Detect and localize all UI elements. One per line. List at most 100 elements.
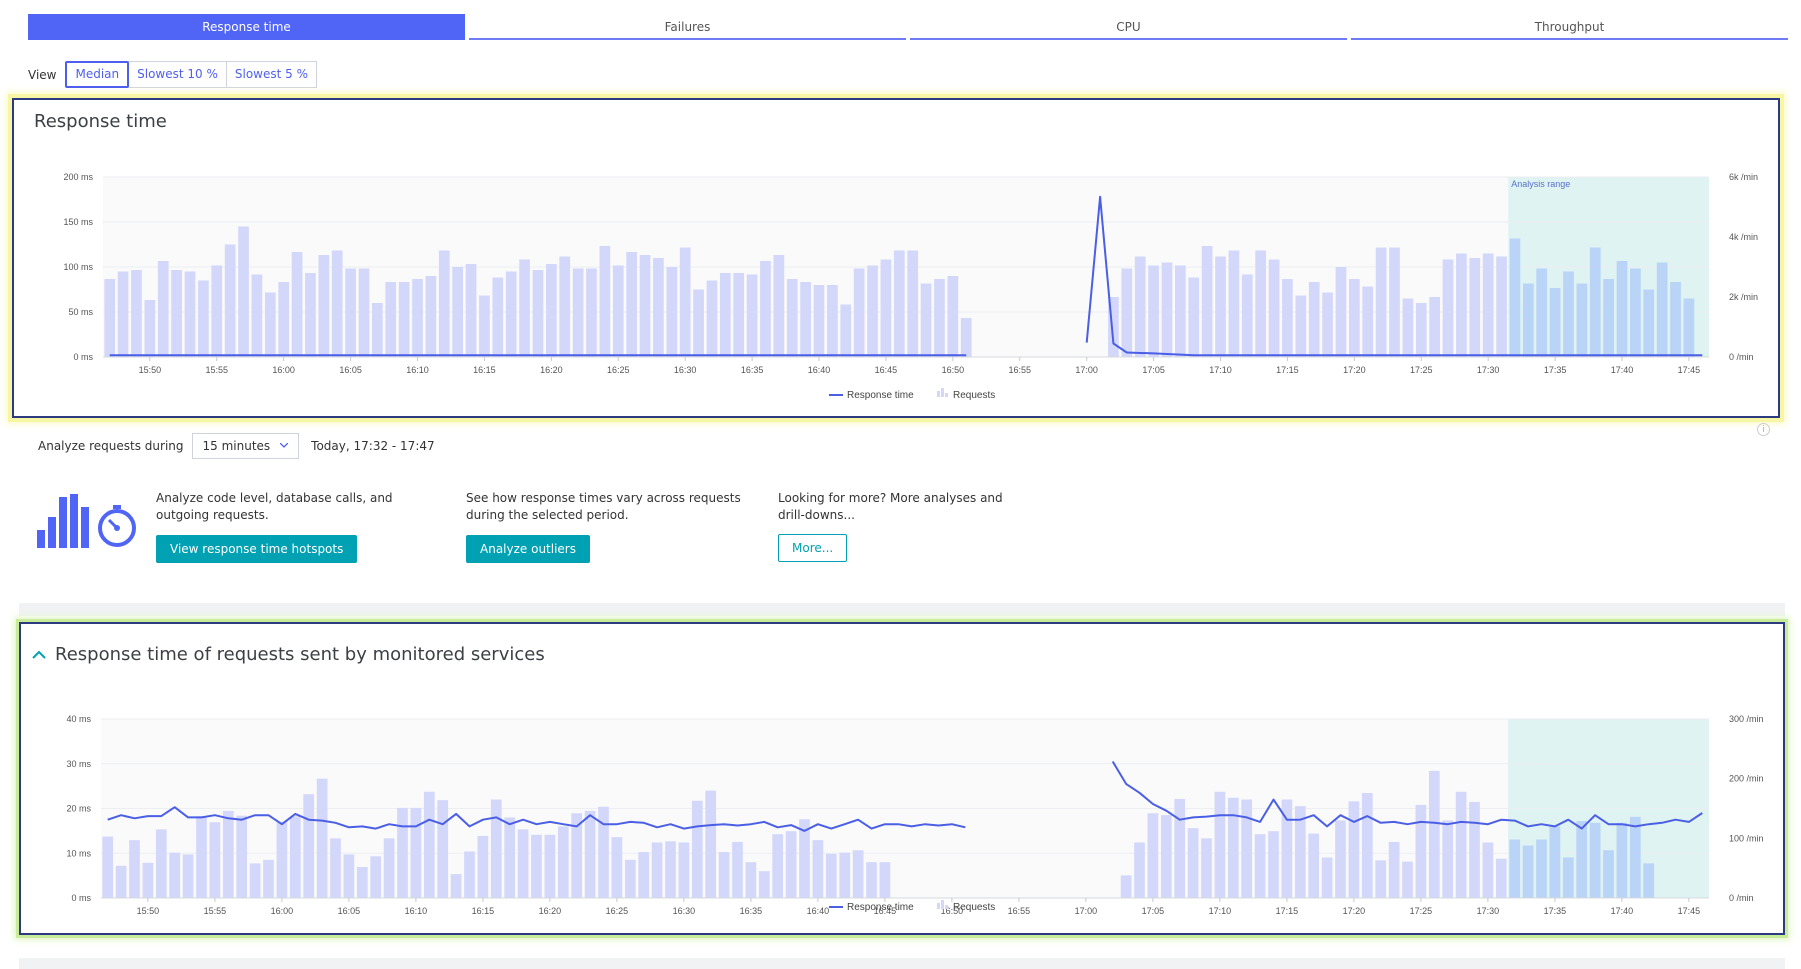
x-tick-label: 16:10 <box>405 906 428 916</box>
requests-bar <box>517 829 529 898</box>
requests-bar <box>182 854 194 898</box>
view-slowest-5-button[interactable]: Slowest 5 % <box>225 61 318 88</box>
x-tick-label: 17:00 <box>1075 906 1098 916</box>
analyze-duration-select[interactable]: 15 minutes <box>191 432 300 459</box>
x-tick-label: 16:30 <box>674 365 697 375</box>
legend-response-time[interactable]: Response time <box>847 390 914 401</box>
requests-bar <box>1670 282 1681 357</box>
requests-bar <box>330 838 341 898</box>
requests-bar <box>544 834 556 898</box>
requests-bar <box>504 817 516 898</box>
y-right-tick-label: 6k /min <box>1729 172 1758 182</box>
requests-bar <box>144 300 156 357</box>
chevron-up-icon[interactable] <box>32 650 46 659</box>
x-tick-label: 15:55 <box>205 365 228 375</box>
requests-bar <box>263 859 274 898</box>
requests-bar <box>719 273 731 357</box>
view-hotspots-button[interactable]: View response time hotspots <box>156 535 358 563</box>
requests-bar <box>1348 801 1360 898</box>
requests-bar <box>853 268 865 357</box>
requests-bar <box>786 279 798 357</box>
legend-response-time[interactable]: Response time <box>847 902 914 913</box>
requests-bar <box>557 826 569 898</box>
requests-bar <box>198 280 209 357</box>
requests-bar <box>1268 259 1280 357</box>
chevron-down-icon <box>280 443 289 448</box>
requests-bar <box>1227 797 1239 898</box>
requests-bar <box>666 267 678 357</box>
requests-bar <box>1335 267 1347 357</box>
requests-bar <box>479 295 490 357</box>
requests-bar <box>492 277 504 357</box>
requests-bar <box>370 856 382 898</box>
x-tick-label: 16:20 <box>540 365 563 375</box>
response-time-chart[interactable]: Analysis range 200 ms 150 ms 100 ms 50 ms 0 m… <box>14 100 1778 416</box>
requests-bar <box>1456 253 1467 357</box>
requests-bar <box>586 268 597 357</box>
y-left-tick-label: 150 ms <box>63 217 93 227</box>
info-icon[interactable]: i <box>1757 423 1770 436</box>
requests-bar <box>1442 820 1454 898</box>
requests-bar <box>291 252 303 357</box>
requests-bar <box>1442 259 1454 357</box>
requests-bar <box>1282 279 1293 357</box>
x-tick-label: 16:05 <box>338 906 361 916</box>
requests-bar <box>679 247 691 357</box>
requests-bar <box>117 271 129 357</box>
x-tick-label: 16:45 <box>874 906 897 916</box>
x-tick-label: 17:10 <box>1209 365 1232 375</box>
tab-response-time[interactable]: Response time <box>28 14 465 40</box>
analyze-outliers-button[interactable]: Analyze outliers <box>466 535 590 563</box>
analyze-row: Analyze requests during 15 minutes Today… <box>38 432 435 459</box>
requests-bar <box>799 819 810 898</box>
tab-throughput[interactable]: Throughput <box>1351 14 1788 40</box>
x-tick-label: 17:25 <box>1410 365 1433 375</box>
requests-bar <box>947 276 959 357</box>
legend-requests[interactable]: Requests <box>953 902 995 913</box>
requests-bar <box>1389 247 1400 357</box>
view-selector: View Median Slowest 10 % Slowest 5 % <box>28 61 318 88</box>
requests-bar <box>1563 271 1574 357</box>
tab-cpu[interactable]: CPU <box>910 14 1347 40</box>
requests-bar <box>1469 801 1480 898</box>
requests-bar <box>331 250 343 357</box>
requests-bar <box>1134 842 1145 898</box>
y-right-tick-label: 0 /min <box>1729 352 1754 362</box>
requests-bar <box>772 834 784 898</box>
analyze-duration-value: 15 minutes <box>202 438 271 453</box>
requests-bar <box>1643 863 1655 898</box>
requests-bar <box>425 276 437 357</box>
requests-bar <box>464 851 475 898</box>
requests-bar <box>571 813 583 898</box>
requests-bar <box>211 265 223 357</box>
requests-bar <box>115 865 127 898</box>
requests-bar <box>142 862 154 898</box>
tab-failures[interactable]: Failures <box>469 14 906 40</box>
requests-bar <box>840 304 852 357</box>
more-button[interactable]: More... <box>778 534 848 562</box>
requests-bar <box>867 265 878 357</box>
x-tick-label: 17:40 <box>1611 906 1634 916</box>
requests-bar <box>745 862 757 898</box>
requests-bar <box>559 256 571 357</box>
requests-bar <box>653 258 664 357</box>
y-left-tick-label: 40 ms <box>66 714 91 724</box>
x-tick-label: 17:10 <box>1209 906 1232 916</box>
requests-bar <box>800 282 811 357</box>
requests-bar <box>276 821 288 898</box>
x-tick-label: 16:10 <box>406 365 429 375</box>
view-slowest-10-button[interactable]: Slowest 10 % <box>128 61 227 88</box>
x-tick-label: 16:20 <box>539 906 562 916</box>
requests-bar <box>572 268 584 357</box>
requests-bar <box>196 816 207 898</box>
view-median-button[interactable]: Median <box>65 61 130 88</box>
requests-bar <box>1495 858 1507 898</box>
legend-bar-swatch <box>945 905 948 909</box>
requests-bar <box>626 252 637 357</box>
requests-bar <box>224 244 236 357</box>
outgoing-requests-chart[interactable]: 40 ms 30 ms 20 ms 10 ms 0 ms 300 /min 200 /min… <box>21 624 1783 933</box>
legend-requests[interactable]: Requests <box>953 390 995 401</box>
x-tick-label: 16:15 <box>472 906 495 916</box>
requests-bar <box>1308 282 1320 357</box>
requests-bar <box>222 810 234 898</box>
